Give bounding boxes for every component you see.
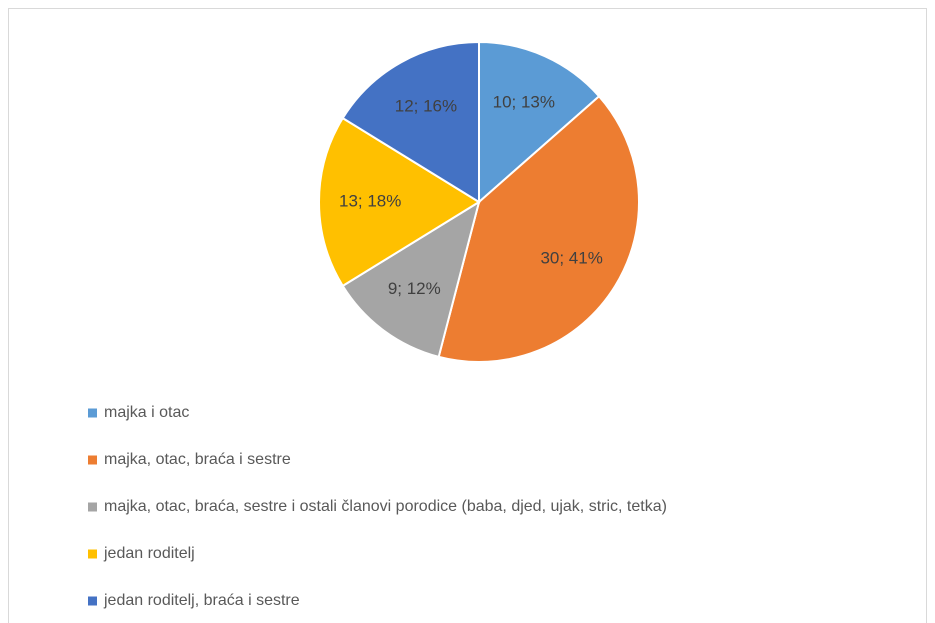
data-label: 10; 13%	[493, 92, 555, 111]
pie-slice	[341, 40, 480, 204]
legend-swatch	[88, 596, 97, 606]
data-label: 30; 41%	[540, 249, 602, 268]
legend-swatch	[88, 408, 97, 418]
legend-label: majka, otac, braća i sestre	[104, 451, 291, 468]
chart-frame	[8, 8, 927, 623]
legend-swatch	[88, 502, 97, 512]
pie-slice	[478, 40, 601, 205]
pie-slice	[318, 116, 481, 288]
legend-swatch	[88, 549, 97, 559]
legend-swatch	[88, 455, 97, 465]
pie-slice	[341, 199, 481, 359]
data-label: 9; 12%	[388, 279, 441, 298]
legend-label: jedan roditelj	[103, 545, 195, 562]
data-label: 13; 18%	[339, 191, 401, 210]
pie-slice	[437, 94, 640, 363]
data-label: 12; 16%	[395, 97, 457, 116]
legend-label: jedan roditelj, braća i sestre	[103, 592, 300, 609]
legend-label: majka i otac	[104, 404, 189, 421]
legend-label: majka, otac, braća, sestre i ostali član…	[104, 498, 667, 515]
